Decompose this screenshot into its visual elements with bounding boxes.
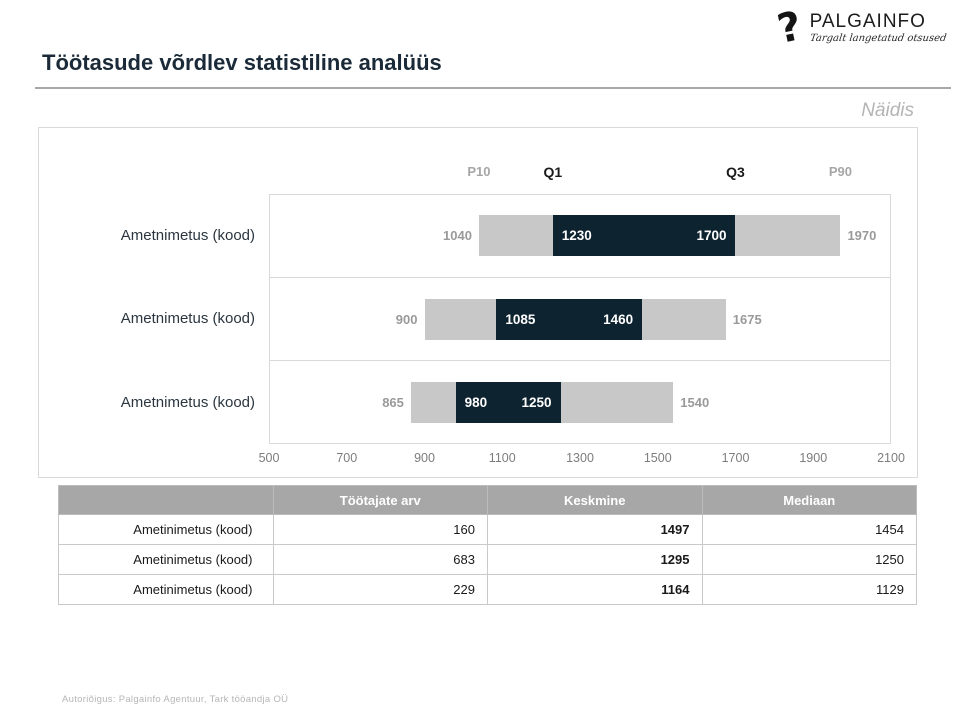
x-axis-tick: 2100 <box>877 451 905 465</box>
category-labels: Ametnimetus (kood) Ametnimetus (kood) Amet… <box>47 194 257 444</box>
x-axis-tick: 1500 <box>643 451 672 465</box>
category-label: Ametnimetus (kood) <box>120 310 255 328</box>
category-label: Ametnimetus (kood) <box>120 227 255 245</box>
value-label-p90: 1540 <box>680 395 710 411</box>
percentile-label-q3: Q3 <box>726 164 745 180</box>
table-cell-median: 1250 <box>701 544 917 575</box>
x-axis-tick: 1300 <box>566 451 594 465</box>
table-cell-label: Ametinimetus (kood) <box>58 514 274 545</box>
percentile-header-row: P10 Q1 Q3 P90 <box>269 164 891 182</box>
table-cell-median: 1454 <box>701 514 917 545</box>
table-cell-label: Ametinimetus (kood) <box>58 544 274 575</box>
value-label-q1: 980 <box>464 395 488 411</box>
plot-area-frame <box>269 194 891 444</box>
table-cell-mean: 1164 <box>487 574 703 605</box>
x-axis-tick: 700 <box>336 451 358 465</box>
x-axis-tick: 1900 <box>799 451 828 465</box>
value-label-p90: 1970 <box>847 228 877 243</box>
logo-tagline: Targalt langetatud otsused <box>808 33 947 44</box>
table-cell-mean: 1497 <box>487 514 703 545</box>
category-label: Ametnimetus (kood) <box>120 393 255 411</box>
table-row: Ametinimetus (kood) 160 1497 1454 <box>58 514 917 545</box>
table-header-empty <box>58 485 274 515</box>
value-label-q1: 1085 <box>505 311 536 327</box>
table-cell-mean: 1295 <box>487 544 703 575</box>
watermark-naidis: Näidis <box>861 100 914 121</box>
range-bar-inner: 980 1250 <box>455 382 561 424</box>
value-label-q3: 1250 <box>521 395 552 411</box>
table-cell-count: 229 <box>272 574 488 605</box>
chart-row: 980 1250 865 1540 <box>269 361 891 444</box>
value-label-p10: 1040 <box>443 228 472 243</box>
logo: ? PALGAINFO Targalt langetatud otsused <box>774 3 947 53</box>
chart-row: 1230 1700 1040 1970 <box>269 194 891 278</box>
percentile-label-q1: Q1 <box>543 164 563 180</box>
chart-panel: P10 Q1 Q3 P90 Ametnimetus (kood) Ametnimetus… <box>38 127 918 478</box>
title-divider <box>35 87 951 89</box>
table-cell-count: 683 <box>272 544 488 575</box>
value-label-q1: 1230 <box>561 228 592 243</box>
table-header-mean: Keskmine <box>487 485 703 515</box>
range-bar-inner: 1230 1700 <box>552 215 736 256</box>
chart-row: 1085 1460 900 1675 <box>269 278 891 362</box>
x-axis-tick: 1700 <box>721 451 750 465</box>
x-axis-tick: 900 <box>414 451 435 465</box>
table-cell-median: 1129 <box>701 574 917 605</box>
value-label-q3: 1460 <box>603 311 634 327</box>
table-header-count: Töötajate arv <box>272 485 488 515</box>
plot-rows: 1230 1700 1040 1970 1085 1460 900 1675 980 1250 86… <box>269 194 891 444</box>
value-label-p90: 1675 <box>732 311 762 327</box>
logo-name: PALGAINFO <box>809 11 926 32</box>
x-axis: 500 700 900 1100 1300 1500 1700 1900 2100 <box>259 451 905 467</box>
value-label-p10: 900 <box>395 311 418 327</box>
table-header-row: Töötajate arv Keskmine Mediaan <box>58 485 917 515</box>
table-body: Ametinimetus (kood) 160 1497 1454 Ametinimet… <box>58 514 917 605</box>
question-mark-icon: ? <box>773 3 807 53</box>
percentile-label-p10: P10 <box>467 164 491 179</box>
x-axis-tick: 500 <box>258 451 280 465</box>
x-axis-tick: 1100 <box>488 451 516 465</box>
table-cell-label: Ametinimetus (kood) <box>58 574 274 605</box>
footer-copyright: Autoriõigus: Palgainfo Agentuur, Tark tö… <box>62 694 289 705</box>
stats-table: Töötajate arv Keskmine Mediaan Ametinime… <box>58 485 917 605</box>
table-header-median: Mediaan <box>701 485 917 515</box>
page-title: Töötasude võrdlev statistiline analüüs <box>42 50 442 75</box>
value-label-p10: 865 <box>382 395 404 411</box>
value-label-q3: 1700 <box>696 228 727 243</box>
range-bar-inner: 1085 1460 <box>496 298 643 340</box>
percentile-label-p90: P90 <box>828 164 853 179</box>
table-row: Ametinimetus (kood) 683 1295 1250 <box>58 544 917 575</box>
table-row: Ametinimetus (kood) 229 1164 1129 <box>58 574 917 605</box>
table-cell-count: 160 <box>272 514 488 545</box>
